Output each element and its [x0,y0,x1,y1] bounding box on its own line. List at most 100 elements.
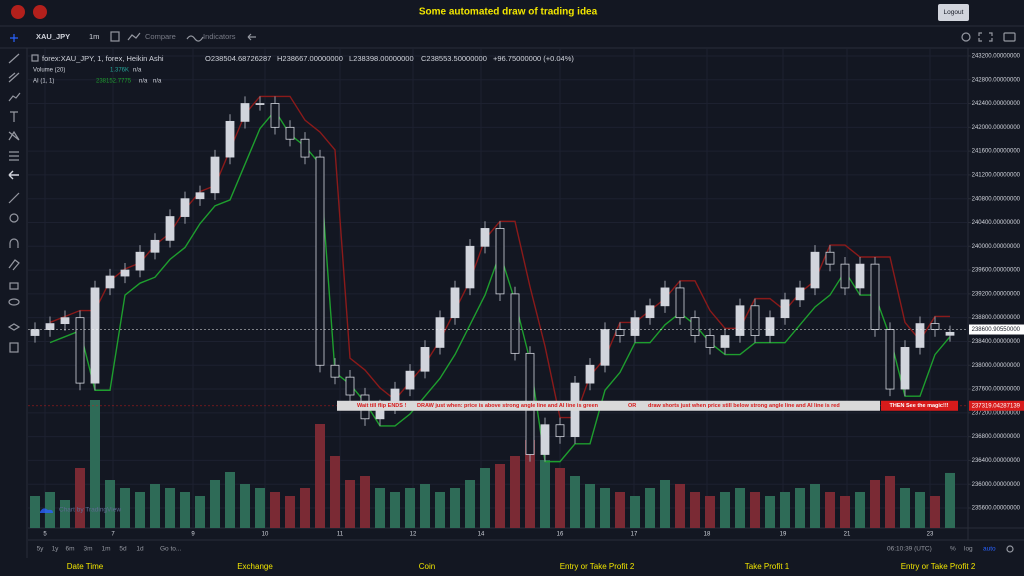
candle-body [705,335,715,348]
drawing-tools [7,34,21,353]
logout-label[interactable]: Logout [944,9,964,16]
x-tick-label: 18 [704,532,711,538]
zoom-tool[interactable] [9,213,19,223]
prediction-tool[interactable] [9,151,19,161]
candle-body [480,228,490,247]
legend-close: C238553.50000000 [421,54,487,63]
y-tick-label: 240000.00000000 [972,244,1021,250]
candle-body [180,198,190,217]
range-button[interactable]: 5d [119,546,127,553]
compare[interactable]: Compare [145,32,176,41]
volume-bar [30,496,40,528]
volume-na: n/a [133,68,142,74]
lock-tool[interactable] [9,282,19,290]
range-button[interactable]: 1y [52,546,60,553]
log-toggle[interactable]: log [964,546,973,553]
candle-body [660,287,670,307]
auto-toggle[interactable]: auto [983,546,996,553]
annotation-text: Wait till flip ENDS ! [357,403,406,409]
footer-column: Date Time [67,562,104,571]
visibility-tool[interactable] [8,298,20,306]
snapshot-icon[interactable] [1003,32,1016,42]
trendline-tool[interactable] [8,53,20,64]
volume-bar [645,488,655,528]
collapse-icon[interactable] [31,54,39,62]
range-button[interactable]: 1d [136,546,144,553]
price-marker [969,400,1024,411]
volume-bar [660,480,670,528]
crosshair-tool[interactable] [10,34,18,42]
candle-body [810,251,820,289]
indicators-icon[interactable] [186,35,204,42]
symbol[interactable]: XAU_JPY [36,32,70,41]
legend-change: +96.75000000 (+0.04%) [493,54,574,63]
candle-body [330,364,340,378]
settings-icon[interactable] [961,32,971,42]
settings-icon[interactable] [1006,545,1014,553]
candle-body [930,323,940,330]
legend-open: O238504.68726287 [205,54,271,63]
x-tick-label: 17 [631,532,638,538]
logout-button[interactable] [938,4,969,21]
undo-icon[interactable] [247,33,256,41]
logo [33,5,47,19]
volume-bar [90,400,100,528]
volume-bar [555,468,565,528]
back-tool[interactable] [8,170,19,180]
remove-tool[interactable] [9,342,19,353]
volume-bar [900,488,910,528]
x-tick-label: 16 [557,532,564,538]
interval[interactable]: 1m [89,32,99,41]
volume-bar [60,500,70,528]
volume-bar [570,476,580,528]
candle-body [435,317,445,348]
annotation-banner [337,400,880,411]
y-tick-label: 238400.00000000 [972,339,1021,345]
volume-bar [825,492,835,528]
measure-tool[interactable] [8,192,20,204]
volume-bar [600,488,610,528]
candle-body [615,329,625,336]
candle-body [870,263,880,330]
y-tick-label: 242400.00000000 [972,101,1021,107]
range-button[interactable]: 1m [101,546,110,553]
y-tick-label: 236800.00000000 [972,434,1021,440]
range-button[interactable]: 3m [83,546,92,553]
candle-body [915,323,925,348]
candle-body [195,192,205,200]
candle-body [675,287,685,319]
indicators[interactable]: Indicators [203,32,236,41]
footer-column: Entry or Take Profit 2 [560,562,635,571]
x-tick-label: 10 [262,532,269,538]
volume-bar [795,488,805,528]
range-button[interactable]: 6m [65,546,74,553]
series-title: forex:XAU_JPY, 1, forex, Heikin Ashi [42,54,164,63]
magnet-tool[interactable] [9,238,19,248]
fib-tool[interactable] [8,72,20,83]
goto-button[interactable]: Go to... [160,546,182,553]
volume-bar [375,488,385,528]
compare-icon[interactable] [127,32,141,41]
ai-label: AI (1, 1) [33,79,54,85]
y-tick-label: 237200.00000000 [972,410,1021,416]
price-marker-label: 238600.90550000 [972,327,1021,333]
x-tick-label: 19 [780,532,787,538]
pattern-tool[interactable] [8,92,21,102]
shapes-tool[interactable] [8,130,20,141]
annotation-text: DRAW just when: price is above strong an… [417,403,599,409]
page-title: Some automated draw of trading idea [419,7,598,18]
volume-bar [225,472,235,528]
volume-bar [420,484,430,528]
y-tick-label: 243200.00000000 [972,54,1021,60]
ai-na: n/a [139,79,148,85]
legend-low: L238398.00000000 [349,54,414,63]
fullscreen-icon[interactable] [978,32,993,42]
logo [11,5,25,19]
stay-drawing-tool[interactable] [8,259,20,271]
volume-bar [450,488,460,528]
bar-style-icon[interactable] [110,31,120,42]
object-tree-tool[interactable] [7,323,21,331]
range-button[interactable]: 5y [37,546,45,553]
text-tool[interactable] [10,111,18,122]
percent-toggle[interactable]: % [950,546,956,553]
